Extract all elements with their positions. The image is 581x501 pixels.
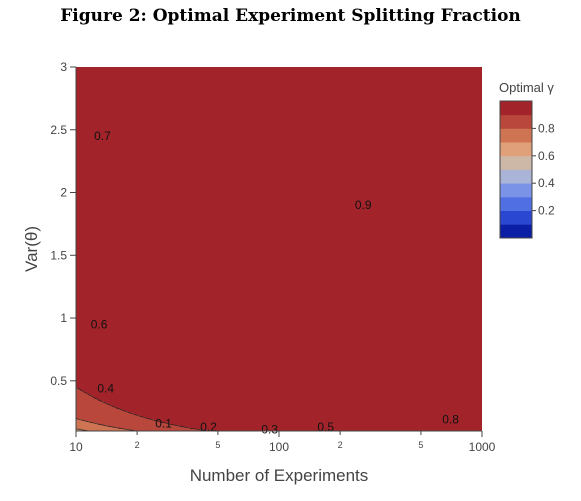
x-tick-label: 5 bbox=[418, 440, 423, 450]
y-tick-label: 0.5 bbox=[50, 374, 67, 388]
x-tick-label: 2 bbox=[135, 440, 140, 450]
contour-label-0-7: 0.7 bbox=[94, 129, 111, 143]
contour-lines bbox=[76, 386, 212, 431]
y-tick-label: 1.5 bbox=[50, 248, 67, 262]
x-axis-title: Number of Experiments bbox=[190, 466, 369, 485]
contour-line-0-9 bbox=[76, 386, 212, 431]
x-tick-label: 10 bbox=[69, 440, 83, 454]
colorbar-tick-label: 0.8 bbox=[538, 121, 555, 135]
colorbar-swatch bbox=[500, 114, 532, 129]
contour-label-0-6: 0.6 bbox=[91, 317, 108, 331]
colorbar-swatch bbox=[500, 183, 532, 198]
contour-label-0-1: 0.1 bbox=[155, 416, 172, 430]
colorbar-title: Optimal γ bbox=[499, 80, 554, 95]
contour-label-0-2: 0.2 bbox=[200, 420, 217, 434]
y-tick-label: 2.5 bbox=[50, 123, 67, 137]
colorbar-swatch bbox=[500, 224, 532, 239]
colorbar-swatch bbox=[500, 169, 532, 184]
colorbar: Optimal γ 0.2 0.4 0.6 0.8 bbox=[499, 80, 555, 239]
x-axis: 10 2 5 100 2 5 1000 bbox=[69, 430, 496, 454]
colorbar-tick-label: 0.6 bbox=[538, 149, 555, 163]
y-tick-label: 2 bbox=[60, 186, 67, 200]
colorbar-swatch bbox=[500, 210, 532, 225]
colorbar-swatch bbox=[500, 101, 532, 116]
x-tick-label: 5 bbox=[215, 440, 220, 450]
colorbar-tick-label: 0.2 bbox=[538, 204, 555, 218]
x-tick-label: 100 bbox=[269, 440, 289, 454]
contour-label-0-9: 0.9 bbox=[355, 198, 372, 212]
colorbar-tick-label: 0.4 bbox=[538, 176, 555, 190]
colorbar-swatch bbox=[500, 155, 532, 170]
y-axis-title: Var(θ) bbox=[22, 226, 41, 272]
colorbar-swatch bbox=[500, 128, 532, 143]
x-tick-label: 1000 bbox=[469, 440, 496, 454]
contour-label-0-4: 0.4 bbox=[97, 381, 114, 395]
y-tick-label: 3 bbox=[60, 60, 67, 74]
y-axis: 0.5 1 1.5 2 2.5 3 bbox=[50, 60, 77, 431]
contour-label-0-3: 0.3 bbox=[261, 423, 278, 437]
x-tick-label: 2 bbox=[338, 440, 343, 450]
colorbar-swatch bbox=[500, 142, 532, 157]
contour-label-0-5: 0.5 bbox=[317, 420, 334, 434]
contour-labels: 0.1 0.2 0.3 0.4 0.5 0.6 0.7 0.8 0.9 bbox=[91, 129, 459, 437]
contour-label-0-8: 0.8 bbox=[442, 413, 459, 427]
figure-title: Figure 2: Optimal Experiment Splitting F… bbox=[60, 6, 521, 26]
colorbar-swatch bbox=[500, 196, 532, 211]
y-tick-label: 1 bbox=[60, 311, 67, 325]
plot-area bbox=[76, 67, 482, 431]
